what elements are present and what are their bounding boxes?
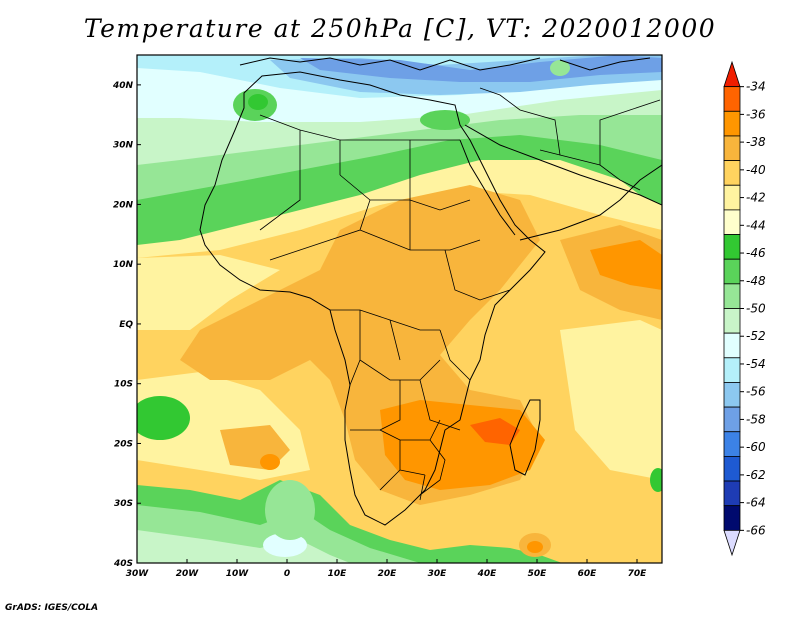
x-tick-label: 60E xyxy=(578,569,598,579)
colorbar-label: -48 xyxy=(746,274,766,288)
map-frame xyxy=(136,54,663,564)
colorbar-label: -36 xyxy=(746,107,766,121)
y-axis: 40N 30N 20N 10N EQ 10S 20S 30S 40S xyxy=(112,81,141,569)
colorbar-label: -46 xyxy=(746,246,766,260)
colorbar-label: -34 xyxy=(746,80,766,94)
colorbar-label: -54 xyxy=(746,357,766,371)
colorbar-label: -66 xyxy=(746,523,766,537)
field-band-36-south xyxy=(470,418,520,445)
red-sea-coastline xyxy=(459,139,516,236)
y-tick-label: 30S xyxy=(114,499,133,509)
colorbar-label: -52 xyxy=(746,329,766,343)
colorbar-swatch xyxy=(723,308,741,334)
y-tick-label: 30N xyxy=(113,141,134,151)
x-tick-label: 30E xyxy=(428,569,448,579)
colorbar-swatch xyxy=(723,184,741,211)
colorbar-bottom-arrow xyxy=(723,529,741,557)
colorbar-swatch xyxy=(723,135,741,161)
border-lines-south xyxy=(379,419,446,501)
y-tick-label: 40N xyxy=(112,81,134,91)
x-tick-label: 20E xyxy=(378,569,398,579)
colorbar-swatch xyxy=(723,480,741,507)
africa-coastline xyxy=(199,71,546,526)
field-green-blob-se xyxy=(650,468,662,492)
europe-coastline xyxy=(239,57,651,71)
arabia-coastline xyxy=(464,124,662,241)
x-tick-label: 30W xyxy=(126,569,150,579)
y-tick-label: 20N xyxy=(113,200,134,210)
field-green-blob-satlantic xyxy=(137,396,190,440)
colorbar-top-arrow xyxy=(723,60,741,88)
field-green-blob-sw xyxy=(265,480,315,540)
chart-title: Temperature at 250hPa [C], VT: 202001200… xyxy=(83,14,717,43)
border-lines-north xyxy=(259,114,511,301)
colorbar-label: -62 xyxy=(746,468,766,482)
colorbar-swatch xyxy=(723,209,741,235)
colorbar-label: -40 xyxy=(746,163,766,177)
colorbar-swatch xyxy=(723,382,741,408)
field-green-blob-caspian xyxy=(550,60,570,76)
x-tick-label: 0 xyxy=(284,569,290,579)
colorbar-swatch xyxy=(723,431,741,457)
colorbar-label: -58 xyxy=(746,412,766,426)
coastlines xyxy=(199,57,662,526)
field-green-blob-levant xyxy=(420,110,470,130)
temperature-field xyxy=(137,55,662,563)
x-tick-label: 20W xyxy=(176,569,200,579)
colorbar-swatch xyxy=(723,357,741,383)
colorbar-label: -60 xyxy=(746,440,766,454)
colorbar-swatch xyxy=(723,283,741,309)
colorbar-legend: -34 -36 -38 -40 -42 -44 -46 -48 -50 -52 -54 -56 -58 -… xyxy=(723,60,766,557)
field-band-38-sw xyxy=(260,454,280,470)
border-lines-east xyxy=(479,87,661,191)
country-borders xyxy=(259,87,661,501)
border-lines-central xyxy=(330,309,471,431)
colorbar-swatch xyxy=(723,110,741,137)
x-tick-label: 40E xyxy=(477,569,498,579)
field-band-44-east xyxy=(560,320,662,480)
y-tick-label: 40S xyxy=(113,559,133,569)
colorbar-label: -42 xyxy=(746,191,766,205)
colorbar-label: -56 xyxy=(746,385,766,399)
x-tick-label: 10W xyxy=(226,569,250,579)
x-tick-label: 10E xyxy=(328,569,348,579)
colorbar-swatch xyxy=(723,86,741,112)
field-band-38-east xyxy=(590,240,662,290)
field-band-44-north xyxy=(137,130,662,258)
y-tick-label: EQ xyxy=(119,320,133,330)
y-tick-label: 10N xyxy=(113,260,134,270)
y-tick-label: 20S xyxy=(114,439,133,449)
colorbar-swatch xyxy=(723,234,741,260)
x-tick-label: 70E xyxy=(628,569,648,579)
colorbar-label: -38 xyxy=(746,135,766,149)
field-green-blob-atlas-core xyxy=(248,94,268,110)
colorbar-label: -44 xyxy=(746,218,766,232)
field-band-38-madagascar xyxy=(527,541,543,553)
colorbar-swatch xyxy=(723,332,741,359)
colorbar-swatch xyxy=(723,505,741,531)
madagascar-coastline xyxy=(509,399,541,476)
x-tick-label: 50E xyxy=(528,569,548,579)
colorbar-swatch xyxy=(723,258,741,285)
field-band-58-north xyxy=(300,55,662,82)
colorbar-swatch xyxy=(723,160,741,186)
y-tick-label: 10S xyxy=(114,380,133,390)
colorbar-swatch xyxy=(723,455,741,482)
field-band-44-west xyxy=(137,255,280,330)
colorbar-swatch xyxy=(723,406,741,433)
grads-credit: GrADS: IGES/COLA xyxy=(5,603,99,613)
colorbar-label: -50 xyxy=(746,302,766,316)
x-axis: 30W 20W 10W 0 10E 20E 30E 40E 50E 60E 70E xyxy=(126,559,647,579)
colorbar-label: -64 xyxy=(746,496,766,510)
